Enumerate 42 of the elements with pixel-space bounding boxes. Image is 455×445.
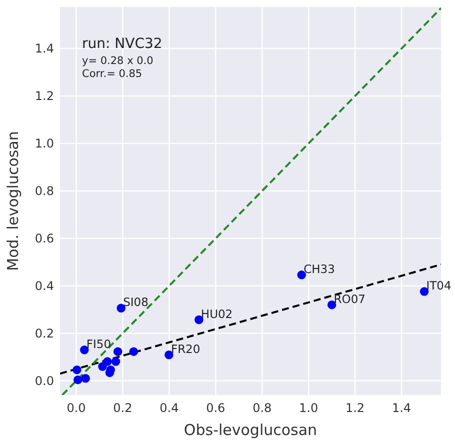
y-tick-label: 0.4	[34, 278, 54, 293]
point	[113, 347, 122, 356]
y-tick-label: 0.8	[34, 184, 54, 198]
y-tick-label: 0.6	[34, 231, 54, 246]
annotation: run: NVC32	[82, 36, 162, 52]
annotation: y= 0.28 x 0.0	[82, 55, 154, 67]
annotation: FR20	[170, 342, 200, 356]
point	[129, 347, 138, 356]
annotation: HU02	[200, 306, 233, 321]
point	[164, 350, 174, 360]
point	[420, 287, 429, 296]
x-tick-label: 1.0	[299, 401, 318, 415]
x-tick-label: 1.2	[345, 401, 365, 415]
point	[116, 304, 126, 313]
annotation: FI50	[86, 336, 112, 351]
y-tick-label: 1.0	[34, 136, 54, 150]
x-tick-label: 0.2	[113, 401, 132, 415]
annotation: Corr.= 0.85	[82, 68, 142, 80]
x-tick-label: 0.0	[66, 401, 86, 415]
y-tick-label: 1.4	[34, 42, 54, 56]
point	[297, 270, 306, 280]
y-tick-label: 1.2	[34, 88, 54, 103]
point	[74, 375, 82, 384]
y-tick-label: 0.0	[34, 374, 54, 388]
x-tick-label: 0.6	[206, 401, 226, 415]
point	[327, 300, 336, 310]
annotation: RO07	[334, 292, 366, 306]
point	[72, 365, 82, 374]
x-tick-label: 0.8	[252, 401, 272, 415]
y-tick-label: 0.2	[34, 326, 54, 340]
annotation: SI08	[123, 295, 148, 310]
point	[98, 362, 107, 371]
point	[194, 315, 204, 324]
x-axis-title: Obs-levoglucosan	[184, 421, 318, 439]
x-tick-label: 0.4	[160, 401, 179, 415]
x-tick-label: 1.4	[392, 401, 412, 415]
annotation: IT04	[426, 278, 452, 293]
y-axis-title: Mod. levoglucosan	[4, 131, 22, 271]
point	[111, 357, 120, 366]
annotation: CH33	[304, 262, 335, 276]
point	[81, 374, 90, 383]
point	[80, 346, 89, 354]
